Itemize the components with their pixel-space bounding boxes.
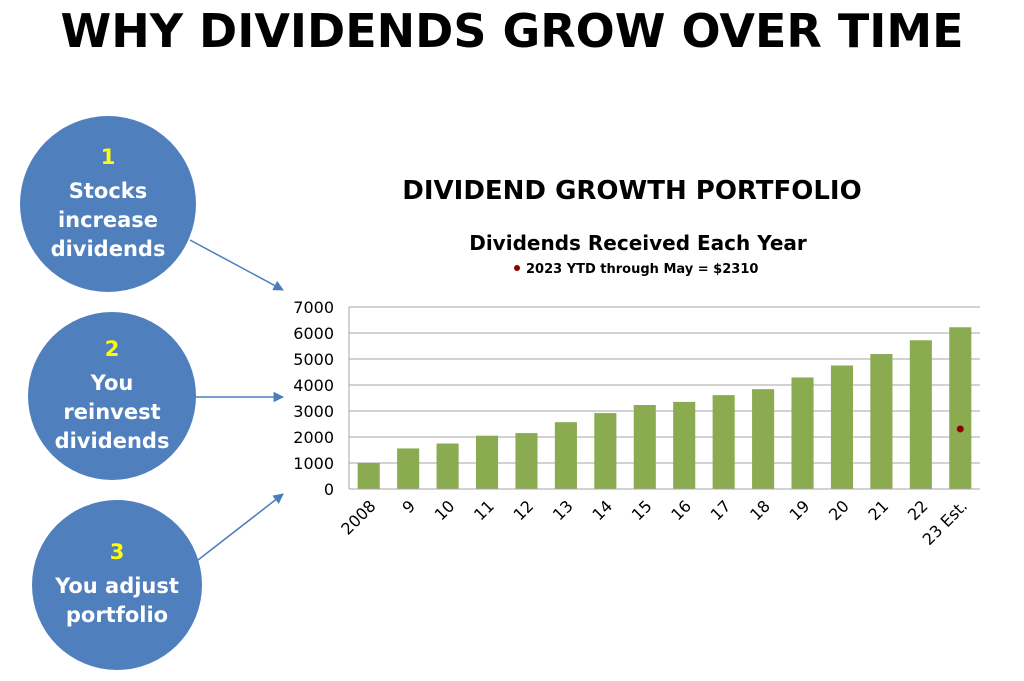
x-tick-label: 10: [431, 496, 459, 524]
bar: [436, 443, 459, 489]
x-tick-label: 23 Est.: [919, 496, 972, 549]
reason-circle-1: 1 Stocks increase dividends: [20, 116, 196, 292]
x-tick-label: 13: [549, 496, 577, 524]
reason-text-line: dividends: [50, 236, 166, 261]
reason-number: 1: [100, 144, 116, 169]
x-tick-label: 19: [786, 496, 814, 524]
reason-text-line: increase: [57, 207, 159, 232]
annotation-marker-icon: [514, 265, 520, 271]
arrow-connector-1: [189, 239, 284, 291]
bar: [397, 448, 420, 489]
reason-text-line: You: [90, 370, 134, 395]
reason-number: 2: [104, 336, 120, 361]
y-tick-label: 4000: [293, 376, 334, 395]
headline: WHY DIVIDENDS GROW OVER TIME: [60, 4, 964, 58]
reason-circle-2: 2 You reinvest dividends: [28, 312, 196, 480]
ytd-point: [956, 425, 964, 433]
reason-text-line: portfolio: [65, 603, 169, 627]
y-tick-label: 6000: [293, 324, 334, 343]
reason-number: 3: [109, 540, 125, 564]
y-tick-label: 7000: [293, 298, 334, 317]
y-tick-label: 2000: [293, 428, 334, 447]
y-tick-label: 3000: [293, 402, 334, 421]
bar: [673, 401, 696, 489]
x-tick-label: 15: [628, 496, 656, 524]
x-tick-label: 9: [398, 496, 419, 517]
bar: [594, 413, 617, 489]
portfolio-title: DIVIDEND GROWTH PORTFOLIO: [402, 176, 862, 206]
bar: [752, 389, 775, 489]
bar: [909, 340, 932, 489]
bar: [554, 422, 577, 489]
x-tick-label: 22: [904, 496, 932, 524]
y-tick-label: 0: [324, 480, 334, 499]
bar: [870, 354, 893, 489]
reason-text-line: reinvest: [63, 399, 161, 424]
bar: [515, 433, 538, 489]
bar: [830, 365, 854, 489]
y-tick-label: 5000: [293, 350, 334, 369]
y-axis: 0 1000 2000 3000 4000 5000 6000 7000: [293, 298, 350, 499]
arrow-connector-3: [197, 493, 284, 561]
bar: [949, 327, 972, 489]
y-tick-label: 1000: [293, 454, 334, 473]
markers: [956, 425, 964, 433]
bar: [475, 435, 499, 489]
reason-circle-3: 3 You adjust portfolio: [32, 500, 202, 670]
x-tick-label: 16: [667, 496, 695, 524]
bars: [357, 327, 972, 489]
chart-title: Dividends Received Each Year: [469, 231, 807, 255]
bar: [712, 395, 735, 489]
bar: [791, 377, 814, 489]
reason-text-line: dividends: [54, 428, 170, 453]
x-tick-label: 11: [470, 496, 498, 524]
bar: [633, 405, 656, 489]
bar: [357, 463, 380, 489]
reason-text: You adjust portfolio: [55, 572, 179, 630]
x-tick-label: 20: [825, 496, 853, 524]
chart-annotation: 2023 YTD through May = $2310: [526, 262, 758, 277]
reason-text: You reinvest dividends: [55, 369, 170, 456]
x-tick-label: 12: [509, 496, 537, 524]
reason-text: Stocks increase dividends: [51, 177, 166, 264]
reason-text-line: Stocks: [68, 178, 148, 203]
x-tick-label: 17: [707, 496, 735, 524]
x-tick-label: 18: [746, 496, 774, 524]
x-tick-label: 14: [588, 496, 616, 524]
x-tick-label: 2008: [337, 496, 379, 538]
x-tick-label: 21: [864, 496, 892, 524]
reason-text-line: You adjust: [55, 574, 179, 598]
